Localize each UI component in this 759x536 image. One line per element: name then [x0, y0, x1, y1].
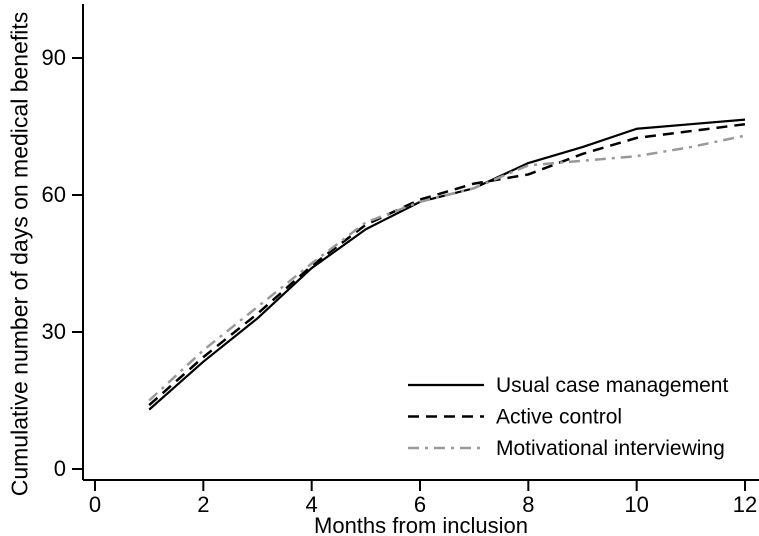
x-tick-label: 8	[522, 492, 534, 517]
legend-label-active-control: Active control	[496, 406, 622, 429]
x-tick-label: 2	[197, 492, 209, 517]
x-tick-label: 10	[624, 492, 648, 517]
x-tick-label: 6	[414, 492, 426, 517]
y-tick-label: 30	[42, 319, 66, 344]
legend-label-usual-case-management: Usual case management	[496, 374, 728, 397]
x-tick-label: 12	[733, 492, 757, 517]
x-tick-label: 0	[89, 492, 101, 517]
series-line-motivational-interviewing	[148, 134, 746, 402]
y-tick-label: 0	[54, 456, 66, 481]
y-axis-title: Cumulative number of days on medical ben…	[6, 11, 33, 497]
y-tick-label: 90	[42, 45, 66, 70]
x-tick-label: 4	[306, 492, 318, 517]
legend-label-motivational-interviewing: Motivational interviewing	[496, 437, 725, 460]
y-tick-label: 60	[42, 182, 66, 207]
x-axis-title: Months from inclusion	[314, 513, 528, 536]
series-line-active-control	[148, 122, 746, 407]
series-line-usual-case-management	[148, 118, 746, 411]
